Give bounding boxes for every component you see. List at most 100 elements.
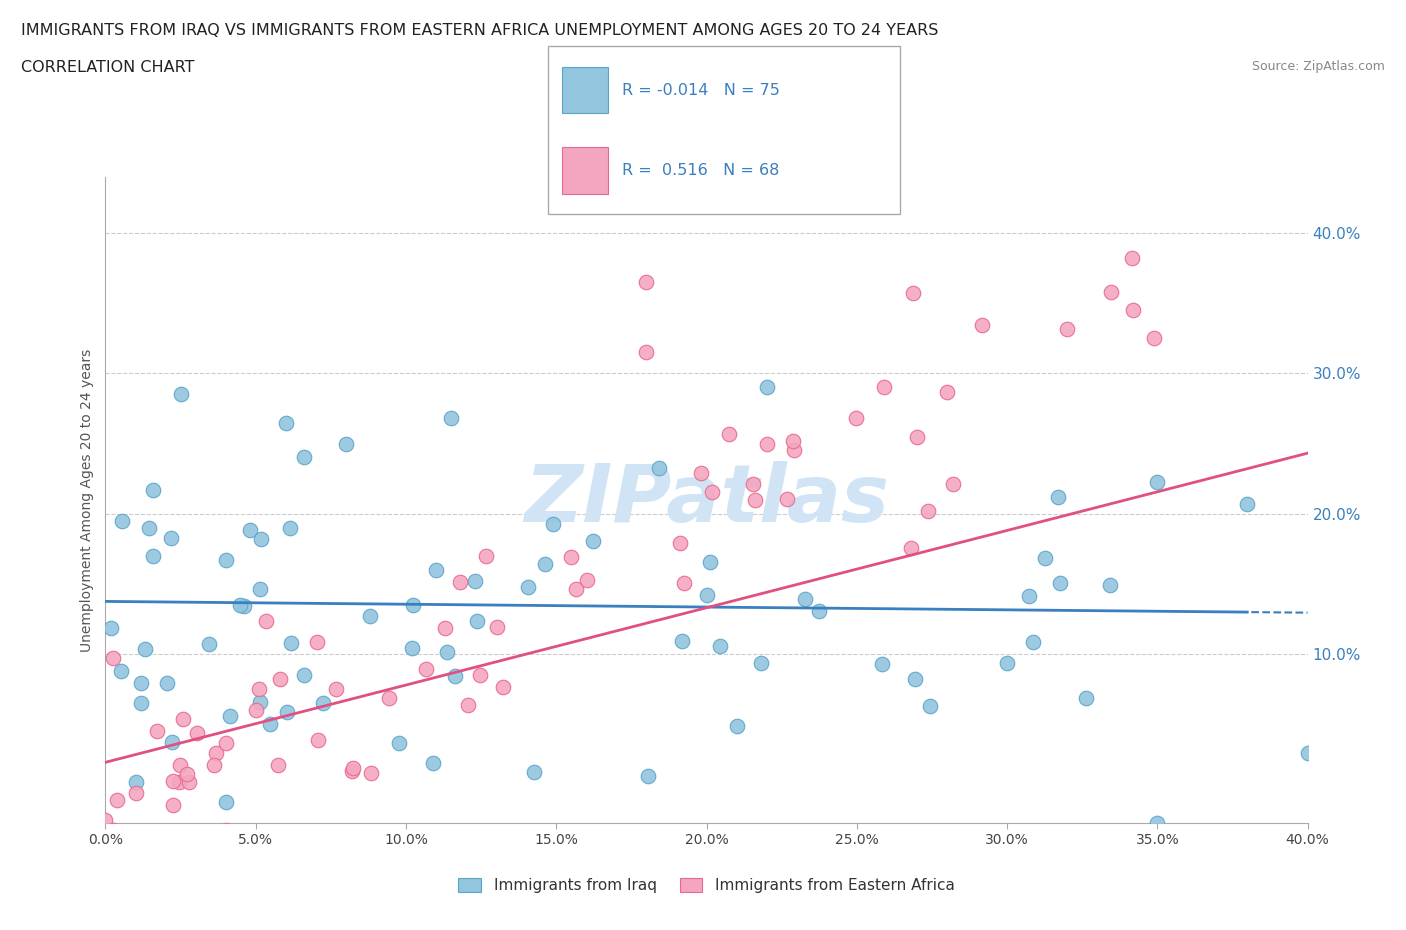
Text: R =  0.516   N = 68: R = 0.516 N = 68	[621, 163, 779, 178]
Text: CORRELATION CHART: CORRELATION CHART	[21, 60, 194, 75]
Point	[637, 769, 659, 784]
Point	[900, 540, 922, 555]
Point	[576, 573, 599, 588]
Point	[741, 476, 763, 491]
Point	[125, 785, 148, 800]
Point	[1236, 497, 1258, 512]
Point	[776, 491, 799, 506]
Point	[214, 794, 236, 809]
Point	[696, 588, 718, 603]
Point	[755, 436, 778, 451]
Point	[305, 634, 328, 649]
Point	[233, 598, 256, 613]
Point	[160, 735, 183, 750]
Point	[214, 552, 236, 567]
Point	[533, 557, 555, 572]
Point	[636, 274, 658, 289]
Point	[918, 698, 941, 713]
Point	[215, 823, 238, 838]
Point	[245, 703, 267, 718]
Point	[541, 516, 564, 531]
Point	[581, 534, 603, 549]
Point	[727, 719, 749, 734]
Point	[449, 574, 471, 589]
Point	[169, 387, 191, 402]
Point	[202, 758, 225, 773]
Point	[214, 736, 236, 751]
Y-axis label: Unemployment Among Ages 20 to 24 years: Unemployment Among Ages 20 to 24 years	[80, 348, 94, 652]
Point	[717, 427, 740, 442]
Point	[942, 476, 965, 491]
Point	[198, 637, 221, 652]
Point	[1056, 322, 1078, 337]
Point	[1033, 551, 1056, 565]
Point	[436, 644, 458, 659]
Point	[169, 758, 191, 773]
Point	[267, 758, 290, 773]
Point	[229, 597, 252, 612]
Point	[415, 661, 437, 676]
Point	[94, 813, 117, 828]
Point	[186, 725, 208, 740]
Bar	[562, 67, 609, 113]
Point	[1046, 489, 1069, 504]
Point	[142, 549, 165, 564]
Point	[335, 436, 357, 451]
Point	[1146, 816, 1168, 830]
Point	[565, 581, 588, 596]
Point	[425, 562, 447, 577]
Point	[699, 555, 721, 570]
Point	[172, 712, 194, 727]
Point	[176, 766, 198, 781]
Point	[464, 573, 486, 588]
Point	[517, 579, 540, 594]
Point	[845, 410, 868, 425]
Point	[702, 485, 724, 499]
Point	[205, 745, 228, 760]
Point	[808, 604, 831, 618]
Text: ZIPatlas: ZIPatlas	[524, 461, 889, 538]
Point	[491, 680, 513, 695]
Point	[422, 756, 444, 771]
Legend: Immigrants from Iraq, Immigrants from Eastern Africa: Immigrants from Iraq, Immigrants from Ea…	[453, 872, 960, 899]
Point	[156, 675, 179, 690]
Point	[560, 550, 582, 565]
Point	[755, 380, 778, 395]
Point	[162, 798, 184, 813]
Text: IMMIGRANTS FROM IRAQ VS IMMIGRANTS FROM EASTERN AFRICA UNEMPLOYMENT AMONG AGES 2: IMMIGRANTS FROM IRAQ VS IMMIGRANTS FROM …	[21, 23, 938, 38]
Text: Source: ZipAtlas.com: Source: ZipAtlas.com	[1251, 60, 1385, 73]
Point	[312, 696, 335, 711]
Point	[239, 523, 262, 538]
Point	[1018, 589, 1040, 604]
Point	[783, 443, 806, 458]
Point	[276, 705, 298, 720]
Point	[294, 668, 316, 683]
Point	[219, 709, 242, 724]
Point	[1122, 302, 1144, 317]
Point	[689, 466, 711, 481]
Point	[636, 345, 658, 360]
Point	[247, 682, 270, 697]
Point	[280, 520, 302, 535]
Bar	[562, 147, 609, 193]
Point	[972, 317, 994, 332]
Point	[444, 669, 467, 684]
Point	[749, 656, 772, 671]
Point	[162, 774, 184, 789]
Point	[292, 450, 315, 465]
Point	[671, 634, 693, 649]
Point	[465, 614, 488, 629]
Point	[342, 761, 364, 776]
Point	[254, 614, 277, 629]
Point	[280, 635, 302, 650]
Point	[110, 664, 132, 679]
Point	[134, 642, 156, 657]
Point	[269, 672, 291, 687]
Text: R = -0.014   N = 75: R = -0.014 N = 75	[621, 83, 780, 98]
Point	[1049, 575, 1071, 590]
Point	[523, 764, 546, 779]
Point	[259, 717, 281, 732]
Point	[1022, 634, 1045, 649]
Point	[129, 696, 152, 711]
Point	[870, 657, 893, 671]
